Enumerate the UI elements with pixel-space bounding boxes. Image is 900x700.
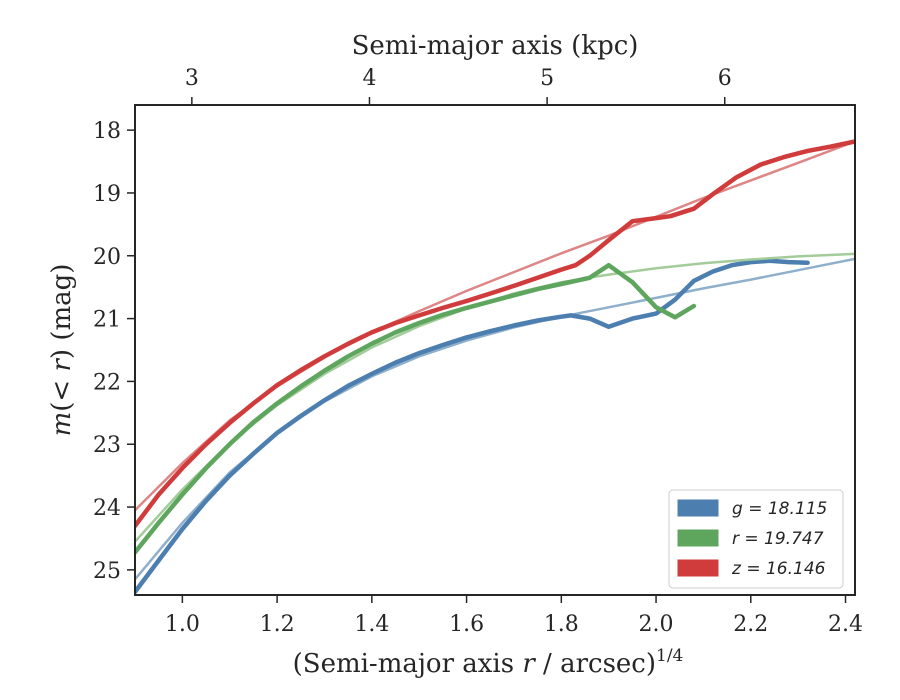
- y-axis-title-m: m: [47, 412, 77, 437]
- y-tick-label: 22: [93, 370, 121, 395]
- x-tick-label: 1.0: [165, 612, 200, 637]
- series-layer: [135, 139, 855, 595]
- x-axis-title: (Semi-major axis r / arcsec)1/4: [293, 646, 684, 679]
- y-axis-title: m(< r) (mag): [47, 264, 77, 437]
- y-tick-label: 19: [93, 182, 121, 207]
- legend-swatch-r: [677, 529, 719, 547]
- top-tick-label: 5: [540, 66, 554, 91]
- x-axis-title-var: r: [522, 649, 536, 679]
- x-tick-label: 2.0: [639, 612, 674, 637]
- y-axis-title-rest: ) (mag): [47, 264, 77, 360]
- legend-label-r: r = 19.747: [732, 529, 824, 549]
- x-tick-label: 1.4: [354, 612, 389, 637]
- y-tick-label: 24: [93, 496, 121, 521]
- y-tick-label: 18: [93, 119, 121, 144]
- x-tick-label: 1.8: [544, 612, 579, 637]
- x-tick-label: 2.4: [828, 612, 863, 637]
- y-tick-label: 25: [93, 559, 121, 584]
- top-x-axis: 3 4 5 6: [185, 66, 732, 105]
- model-fit-z: [135, 140, 855, 512]
- top-tick-label: 6: [718, 66, 732, 91]
- top-tick-label: 3: [185, 66, 199, 91]
- left-y-axis: 18 19 20 21 22 23 24 25: [93, 119, 135, 584]
- legend-label-z: z = 16.146: [731, 559, 826, 579]
- y-tick-label: 23: [93, 433, 121, 458]
- bottom-x-axis: 1.0 1.2 1.4 1.6 1.8 2.0 2.2 2.4: [165, 595, 863, 637]
- legend-swatch-g: [677, 499, 719, 517]
- profile-line-z: [135, 139, 855, 529]
- profile-line-g: [135, 258, 810, 595]
- plot-frame: [134, 104, 856, 596]
- y-axis-title-open: (<: [47, 372, 77, 412]
- x-tick-label: 1.2: [260, 612, 295, 637]
- x-axis-title-part2: / arcsec): [535, 649, 656, 679]
- legend-swatch-z: [677, 559, 719, 577]
- profile-line-r: [135, 262, 697, 555]
- x-axis-title-sup: 1/4: [656, 646, 683, 666]
- x-tick-label: 1.6: [449, 612, 484, 637]
- top-axis-title: Semi-major axis (kpc): [352, 31, 639, 61]
- x-axis-title-part1: (Semi-major axis: [293, 649, 523, 679]
- y-tick-label: 20: [93, 245, 121, 270]
- legend-label-g: g = 18.115: [732, 499, 827, 519]
- y-axis-title-r: r: [47, 358, 77, 372]
- x-tick-label: 2.2: [733, 612, 768, 637]
- legend: g = 18.115 r = 19.747 z = 16.146: [668, 489, 844, 589]
- top-tick-label: 4: [362, 66, 376, 91]
- y-tick-label: 21: [93, 308, 121, 333]
